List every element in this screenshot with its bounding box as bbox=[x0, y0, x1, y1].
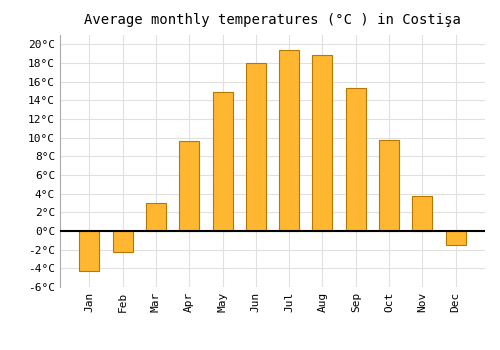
Bar bbox=[279, 50, 299, 231]
Bar bbox=[312, 55, 332, 231]
Bar bbox=[80, 231, 100, 271]
Bar bbox=[379, 140, 399, 231]
Bar bbox=[346, 88, 366, 231]
Bar bbox=[246, 63, 266, 231]
Bar bbox=[179, 141, 199, 231]
Bar bbox=[412, 196, 432, 231]
Bar bbox=[112, 231, 132, 252]
Bar bbox=[446, 231, 466, 245]
Title: Average monthly temperatures (°C ) in Costişa: Average monthly temperatures (°C ) in Co… bbox=[84, 13, 461, 27]
Bar bbox=[212, 92, 233, 231]
Bar bbox=[146, 203, 166, 231]
